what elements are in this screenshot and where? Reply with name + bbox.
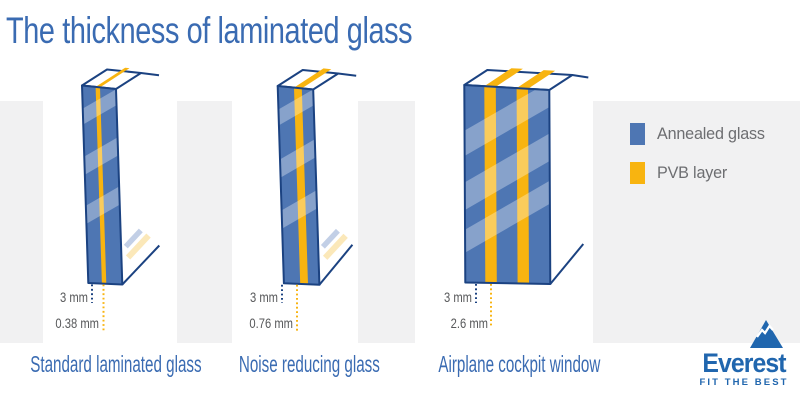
brand-tagline: FIT THE BEST: [699, 377, 789, 388]
panel2-caption: Noise reducing glass: [238, 351, 380, 377]
panel1-caption: Standard laminated glass: [30, 351, 202, 377]
panel3-glass-thickness-label: 3 mm: [444, 289, 472, 305]
everest-mountain-icon: [750, 320, 783, 348]
legend-label: PVB layer: [657, 163, 728, 182]
panel3-pvb-thickness-label: 2.6 mm: [450, 315, 488, 331]
panel1-pvb-thickness-label: 0.38 mm: [55, 315, 99, 331]
legend-item-pvb-layer: PVB layer: [630, 162, 731, 184]
panel3-caption: Airplane cockpit window: [438, 351, 601, 377]
panel1-glass-thickness-label: 3 mm: [60, 289, 88, 305]
panel2-pvb-thickness-label: 0.76 mm: [249, 315, 293, 331]
brand-name: Everest: [702, 348, 786, 378]
page-title: The thickness of laminated glass: [6, 10, 413, 51]
panel2-glass-thickness-label: 3 mm: [250, 289, 278, 305]
annealed-glass-swatch: [630, 123, 645, 145]
pvb-layer-swatch: [630, 162, 645, 184]
legend-label: Annealed glass: [657, 124, 765, 143]
legend-item-annealed-glass: Annealed glass: [630, 123, 770, 145]
